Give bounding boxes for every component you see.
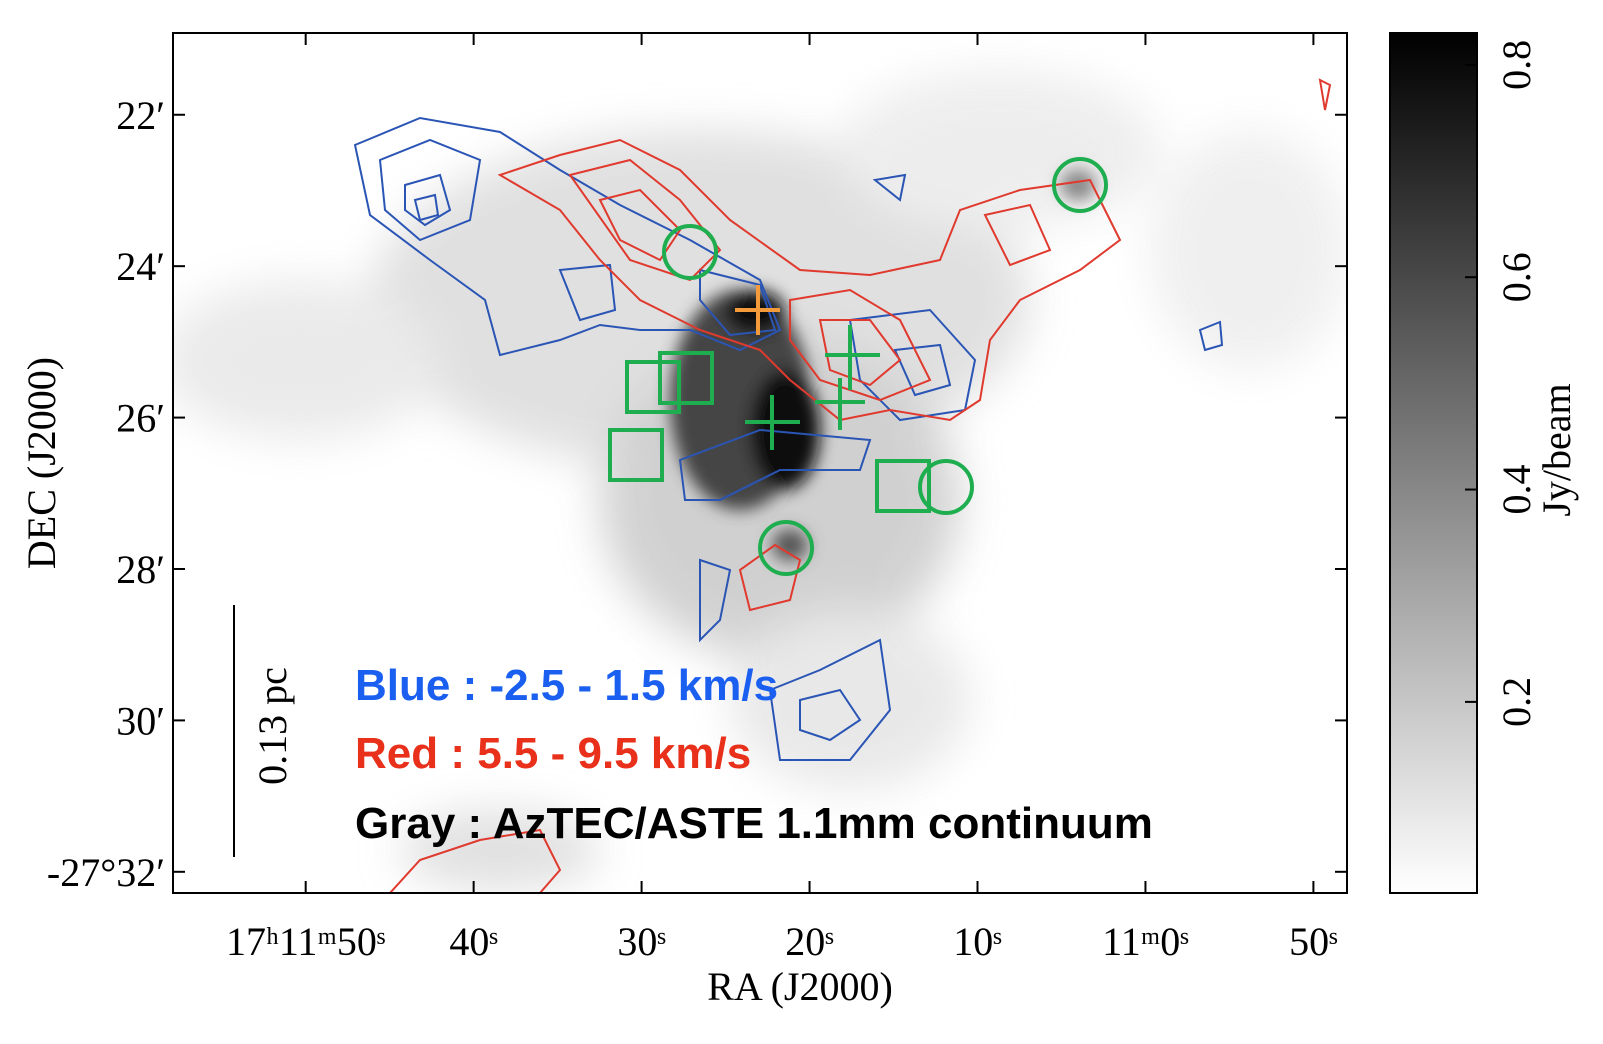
annotation: Red : 5.5 - 9.5 km/s [355,729,751,778]
scale-bar-label: 0.13 pc [250,667,295,785]
colorbar-label: Jy/beam [1534,383,1579,516]
y-tick-label: 24′ [116,244,165,289]
x-tick-label: 17ʰ11ᵐ50ˢ [226,919,386,964]
x-axis-label: RA (J2000) [707,964,893,1009]
x-tick-label: 11ᵐ0ˢ [1102,919,1189,964]
x-tick-label: 40ˢ [449,919,498,964]
x-tick-label: 50ˢ [1289,919,1338,964]
y-tick-label: 22′ [116,93,165,138]
colorbar-tick-label: 0.2 [1494,677,1539,727]
y-tick-label: 26′ [116,396,165,441]
colorbar-tick-label: 0.8 [1494,40,1539,90]
figure: 0.13 pc Blue : -2.5 - 1.5 km/s Red : 5.5… [0,0,1603,1039]
y-tick-label: 30′ [116,698,165,743]
colorbar-tick-label: 0.6 [1494,252,1539,302]
x-tick-label: 10ˢ [953,919,1002,964]
annotation: Gray : AzTEC/ASTE 1.1mm continuum [355,799,1153,848]
continuum-image [160,70,1350,893]
x-tick-label: 30ˢ [617,919,666,964]
colorbar [1390,33,1477,893]
y-tick-label: 28′ [116,547,165,592]
y-tick-label: -27°32′ [47,850,165,895]
colorbar-tick-label: 0.4 [1494,465,1539,515]
annotation: Blue : -2.5 - 1.5 km/s [355,661,778,710]
x-tick-label: 20ˢ [785,919,834,964]
y-axis-label: DEC (J2000) [19,357,64,569]
